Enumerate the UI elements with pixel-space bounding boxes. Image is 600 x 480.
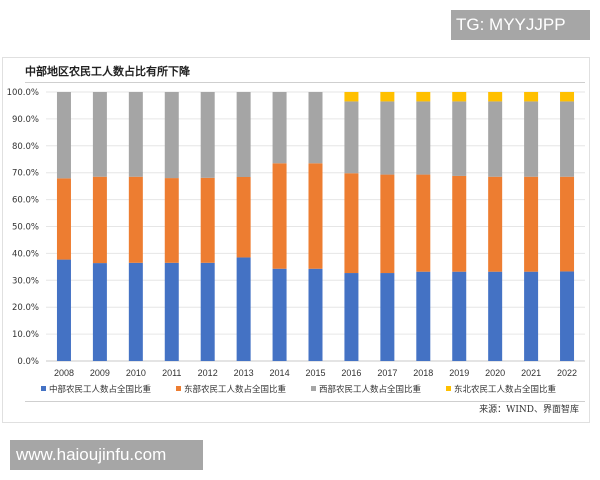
bar-segment: [308, 163, 323, 269]
bar-segment: [344, 173, 359, 274]
bar-segment: [236, 92, 251, 178]
legend-swatch: [176, 386, 181, 391]
bar-segment: [488, 271, 503, 361]
bar-segment: [92, 92, 107, 177]
legend-label: 中部农民工人数占全国比重: [49, 384, 152, 395]
y-tick-label: 80.0%: [12, 142, 39, 152]
bar-segment: [452, 101, 467, 176]
bar-segment: [488, 101, 503, 177]
bar-segment: [56, 259, 71, 361]
bar-segment: [128, 262, 143, 361]
bar-segment: [200, 262, 215, 361]
legend-label: 西部农民工人数占全国比重: [319, 384, 422, 395]
bar-segment: [416, 271, 431, 361]
y-tick-label: 90.0%: [12, 115, 39, 125]
x-tick-label: 2022: [557, 368, 577, 378]
bar-segment: [308, 268, 323, 361]
y-tick-label: 70.0%: [12, 169, 39, 179]
x-tick-label: 2014: [270, 368, 290, 378]
y-tick-label: 10.0%: [12, 330, 39, 340]
bar-segment: [560, 176, 575, 272]
title-divider: [25, 82, 585, 83]
legend-label: 东北农民工人数占全国比重: [454, 384, 557, 395]
bar-segment: [164, 262, 179, 361]
bar-segment: [308, 92, 323, 164]
bar-segment: [560, 101, 575, 177]
bar-segment: [344, 101, 359, 174]
bar-segment: [344, 273, 359, 361]
bar-segment: [128, 176, 143, 263]
x-tick-label: 2013: [234, 368, 254, 378]
x-tick-label: 2010: [126, 368, 146, 378]
legend-swatch: [41, 386, 46, 391]
bar-segment: [236, 257, 251, 361]
bar-segment: [272, 268, 287, 361]
bar-segment: [380, 174, 395, 274]
bar-segment: [524, 101, 539, 177]
bar-segment: [164, 92, 179, 179]
bar-segment: [452, 271, 467, 361]
bar-segment: [164, 178, 179, 263]
bar-segment: [380, 273, 395, 361]
bar-segment: [560, 271, 575, 361]
y-tick-label: 100.0%: [7, 88, 39, 98]
legend-label: 东部农民工人数占全国比重: [184, 384, 287, 395]
x-tick-label: 2017: [377, 368, 397, 378]
y-tick-label: 20.0%: [12, 303, 39, 313]
x-tick-label: 2015: [305, 368, 325, 378]
x-tick-label: 2019: [449, 368, 469, 378]
bar-segment: [128, 92, 143, 177]
y-tick-label: 40.0%: [12, 249, 39, 259]
legend-divider: [25, 401, 585, 402]
bar-segment: [272, 163, 287, 269]
stacked-bar-chart: 0.0% 10.0% 20.0% 30.0% 40.0% 50.0% 60.0% 70.0% 8…: [7, 88, 585, 395]
bar-segment: [524, 92, 539, 102]
bar-segment: [200, 92, 215, 178]
bar-segment: [56, 178, 71, 260]
legend-swatch: [311, 386, 316, 391]
x-tick-label: 2009: [90, 368, 110, 378]
bar-segment: [380, 92, 395, 102]
x-tick-label: 2012: [198, 368, 218, 378]
bar-segment: [524, 271, 539, 361]
x-tick-label: 2011: [162, 368, 181, 378]
y-tick-label: 0.0%: [17, 357, 39, 367]
x-tick-label: 2021: [521, 368, 541, 378]
chart-title: 中部地区农民工人数占比有所下降: [25, 65, 190, 78]
bar-segment: [452, 92, 467, 102]
bar-segment: [416, 92, 431, 102]
bar-segment: [452, 175, 467, 272]
bar-segment: [344, 92, 359, 102]
bar-segment: [200, 177, 215, 263]
x-tick-label: 2008: [54, 368, 74, 378]
bar-segment: [272, 92, 287, 164]
x-tick-label: 2020: [485, 368, 505, 378]
source-note: 来源：WIND、界面智库: [479, 405, 579, 415]
bar-segment: [560, 92, 575, 102]
bar-segment: [92, 176, 107, 264]
bar-segment: [488, 92, 503, 102]
watermark-bottom: www.haioujinfu.com: [10, 440, 203, 470]
chart-panel: 中部地区农民工人数占比有所下降 0.0% 10.0% 20.0% 30.0% 40.0%…: [2, 57, 590, 423]
y-tick-label: 60.0%: [12, 196, 39, 206]
bar-segment: [236, 177, 251, 258]
bar-segment: [488, 176, 503, 272]
y-tick-label: 50.0%: [12, 223, 39, 233]
bar-segment: [416, 174, 431, 272]
y-tick-label: 30.0%: [12, 276, 39, 286]
bar-segment: [92, 263, 107, 361]
x-tick-label: 2016: [341, 368, 361, 378]
watermark-top: TG: MYYJJPP: [451, 10, 590, 40]
bar-segment: [416, 101, 431, 175]
x-tick-label: 2018: [413, 368, 433, 378]
legend-swatch: [446, 386, 451, 391]
bar-segment: [380, 101, 395, 175]
bar-segment: [524, 176, 539, 272]
bar-segment: [56, 92, 71, 179]
